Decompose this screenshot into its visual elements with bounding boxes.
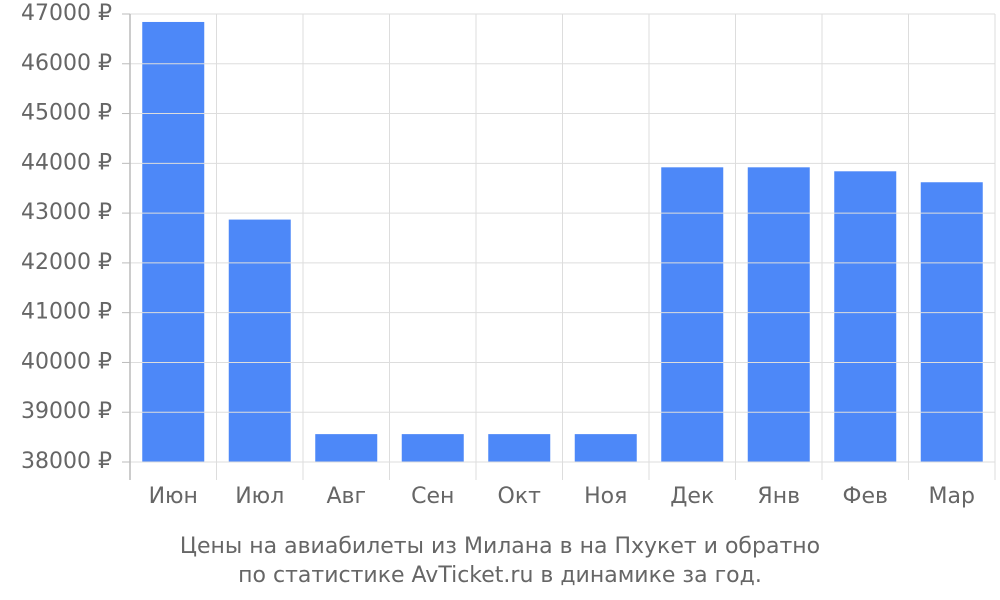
y-tick-label: 38000 ₽ <box>21 449 112 474</box>
bar <box>315 434 378 462</box>
y-tick-label: 40000 ₽ <box>21 349 112 374</box>
bar <box>488 434 551 462</box>
x-tick-label: Ноя <box>584 484 627 509</box>
x-tick-label: Июл <box>235 484 284 509</box>
bar <box>834 171 897 462</box>
x-tick-label: Июн <box>149 484 198 509</box>
x-tick-label: Фев <box>843 484 888 509</box>
bar <box>661 167 724 462</box>
bar <box>401 434 464 462</box>
y-tick-label: 44000 ₽ <box>21 150 112 175</box>
x-tick-label: Сен <box>411 484 454 509</box>
bar <box>920 182 983 462</box>
y-tick-label: 46000 ₽ <box>21 51 112 76</box>
bar <box>142 21 205 462</box>
bar <box>228 219 291 462</box>
bar <box>747 167 810 462</box>
y-tick-label: 41000 ₽ <box>21 300 112 325</box>
x-tick-label: Окт <box>498 484 542 509</box>
x-tick-label: Янв <box>757 484 800 509</box>
y-tick-label: 43000 ₽ <box>21 200 112 225</box>
bar <box>574 434 637 462</box>
x-tick-label: Авг <box>326 484 366 509</box>
y-tick-label: 42000 ₽ <box>21 250 112 275</box>
y-tick-label: 47000 ₽ <box>21 1 112 26</box>
y-tick-label: 39000 ₽ <box>21 399 112 424</box>
chart-subtitle: по статистике AvTicket.ru в динамике за … <box>238 563 762 588</box>
x-tick-label: Дек <box>670 484 714 509</box>
x-tick-label: Мар <box>929 484 975 509</box>
chart-title: Цены на авиабилеты из Милана в на Пхукет… <box>180 534 820 559</box>
y-tick-label: 45000 ₽ <box>21 101 112 126</box>
